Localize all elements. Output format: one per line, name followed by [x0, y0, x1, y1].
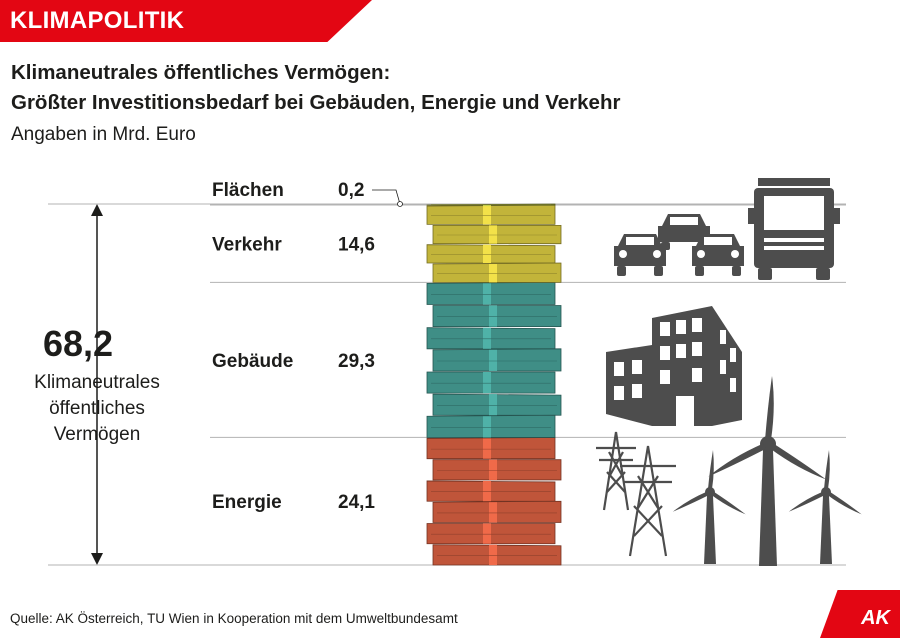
vehicles-icon: [614, 214, 744, 276]
segment-name-geb-ude: Gebäude: [212, 351, 293, 372]
total-label-line-1: Klimaneutrales: [34, 372, 160, 393]
ak-logo-text: AK: [861, 607, 890, 629]
bar-segment-fl-chen: [426, 203, 556, 206]
bundle-band: [489, 544, 497, 565]
bundle-band: [483, 327, 491, 349]
total-label-line-2: öffentliches: [49, 398, 145, 419]
segment-name-energie: Energie: [212, 492, 282, 513]
bundle-band: [483, 205, 491, 206]
bundle-band: [489, 305, 497, 327]
bundle-band: [489, 264, 497, 283]
segment-value-energie: 24,1: [338, 492, 375, 513]
bundle-band: [489, 225, 497, 244]
bundle-band: [483, 371, 491, 394]
segment-value-geb-ude: 29,3: [338, 351, 375, 372]
source-note: Quelle: AK Österreich, TU Wien in Kooper…: [10, 611, 458, 626]
title-line-2: Größter Investitionsbedarf bei Gebäuden,…: [11, 91, 621, 114]
header-badge: KLIMAPOLITIK: [10, 7, 185, 34]
bundle-band: [483, 283, 491, 305]
segment-name-fl-chen: Flächen: [212, 180, 284, 201]
bundle-band: [489, 459, 497, 480]
bar-segment-geb-ude: [426, 281, 562, 438]
segment-name-verkehr: Verkehr: [212, 235, 282, 256]
bundle-band: [483, 480, 491, 502]
leader-line-fl-chen: [372, 189, 401, 205]
header-banner: [0, 0, 372, 42]
truck-icon: [748, 178, 840, 280]
bundle-band: [483, 523, 491, 544]
leader-dot-fl-chen: [397, 201, 403, 207]
bundle-band: [489, 394, 497, 416]
bundle-band: [489, 502, 497, 523]
bundle-band: [483, 438, 491, 459]
power-pylon-icon: [596, 431, 676, 557]
bar-segment-energie: [426, 437, 562, 566]
bundle-band: [483, 244, 491, 264]
total-label-line-3: Vermögen: [54, 424, 141, 445]
total-value: 68,2: [43, 323, 113, 364]
title-line-1: Klimaneutrales öffentliches Vermögen:: [11, 61, 391, 84]
building-icon: [606, 306, 742, 426]
segment-value-verkehr: 14,6: [338, 235, 375, 256]
bundle-band: [489, 349, 497, 371]
bundle-band: [483, 416, 491, 438]
bundle-band: [483, 206, 491, 225]
subtitle: Angaben in Mrd. Euro: [11, 124, 196, 145]
wind-turbine-icon: [672, 376, 862, 566]
segment-value-fl-chen: 0,2: [338, 180, 364, 201]
bar-segment-verkehr: [426, 204, 562, 283]
